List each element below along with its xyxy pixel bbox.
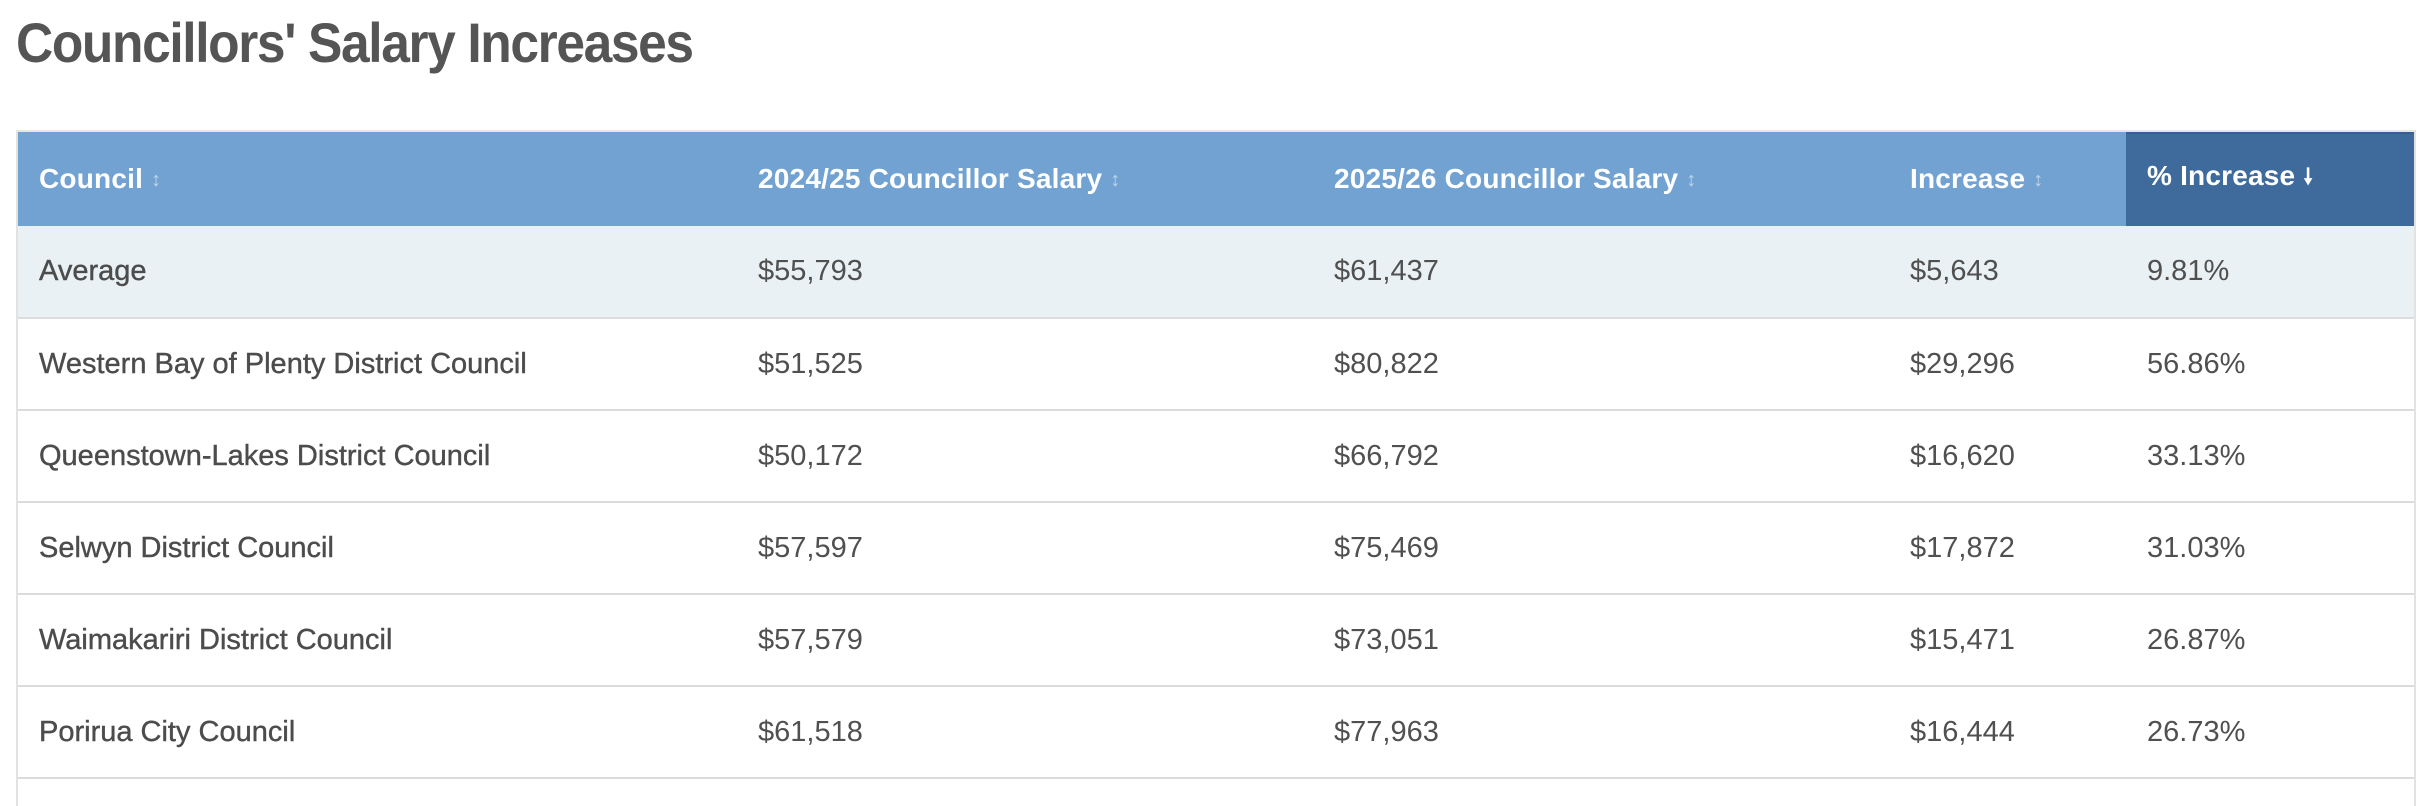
sort-both-icon: ↕	[1686, 169, 1697, 191]
table-header-row: Council ↕ 2024/25 Councillor Salary ↕ 2025…	[18, 132, 2414, 226]
increase-amount: $16,444	[1889, 686, 2126, 779]
table-row: Porirua City Council $61,518 $77,963 $16…	[18, 686, 2414, 779]
table-row: Queenstown-Lakes District Council $50,17…	[18, 410, 2414, 503]
salary-2024-25: $61,518	[737, 686, 1313, 779]
salary-table-container: Council ↕ 2024/25 Councillor Salary ↕ 2025…	[16, 130, 2416, 806]
pct-increase: 26.87%	[2126, 594, 2414, 687]
sort-both-icon: ↕	[1110, 169, 1121, 191]
increase-amount: $29,296	[1889, 318, 2126, 411]
table-row: Waimakariri District Council $57,579 $73…	[18, 594, 2414, 687]
table-row-partial	[18, 778, 2414, 806]
salary-2025-26: $61,437	[1313, 226, 1889, 319]
sort-both-icon: ↕	[2033, 169, 2044, 191]
salary-2025-26: $77,963	[1313, 686, 1889, 779]
salary-2024-25: $57,597	[737, 502, 1313, 595]
increase-amount: $16,620	[1889, 410, 2126, 503]
council-name: Queenstown-Lakes District Council	[18, 410, 737, 503]
empty-cell	[737, 778, 1313, 806]
sort-both-icon: ↕	[151, 169, 162, 191]
increase-amount: $15,471	[1889, 594, 2126, 687]
column-header-salary-2025-26[interactable]: 2025/26 Councillor Salary ↕	[1313, 132, 1889, 226]
column-header-label: % Increase	[2147, 160, 2296, 191]
salary-table: Council ↕ 2024/25 Councillor Salary ↕ 2025…	[18, 132, 2414, 806]
empty-cell	[1889, 778, 2126, 806]
table-row-average: Average $55,793 $61,437 $5,643 9.81%	[18, 226, 2414, 319]
council-name: Porirua City Council	[18, 686, 737, 779]
empty-cell	[2126, 778, 2414, 806]
pct-increase: 33.13%	[2126, 410, 2414, 503]
increase-amount: $17,872	[1889, 502, 2126, 595]
column-header-pct-increase[interactable]: % Increase 🠗	[2126, 132, 2414, 226]
table-row: Western Bay of Plenty District Council $…	[18, 318, 2414, 411]
column-header-label: Increase	[1910, 163, 2026, 194]
council-name: Waimakariri District Council	[18, 594, 737, 687]
empty-cell	[18, 778, 737, 806]
council-name: Western Bay of Plenty District Council	[18, 318, 737, 411]
column-header-label: 2025/26 Councillor Salary	[1334, 163, 1679, 194]
column-header-council[interactable]: Council ↕	[18, 132, 737, 226]
salary-2024-25: $57,579	[737, 594, 1313, 687]
increase-amount: $5,643	[1889, 226, 2126, 319]
salary-2025-26: $75,469	[1313, 502, 1889, 595]
column-header-salary-2024-25[interactable]: 2024/25 Councillor Salary ↕	[737, 132, 1313, 226]
table-row: Selwyn District Council $57,597 $75,469 …	[18, 502, 2414, 595]
council-name: Average	[18, 226, 737, 319]
empty-cell	[1313, 778, 1889, 806]
salary-2024-25: $55,793	[737, 226, 1313, 319]
pct-increase: 9.81%	[2126, 226, 2414, 319]
salary-2024-25: $51,525	[737, 318, 1313, 411]
sort-descending-arrow-icon: 🠗	[2303, 164, 2313, 189]
column-header-increase[interactable]: Increase ↕	[1889, 132, 2126, 226]
pct-increase: 26.73%	[2126, 686, 2414, 779]
column-header-label: 2024/25 Councillor Salary	[758, 163, 1103, 194]
column-header-label: Council	[39, 163, 144, 194]
salary-2025-26: $73,051	[1313, 594, 1889, 687]
pct-increase: 31.03%	[2126, 502, 2414, 595]
pct-increase: 56.86%	[2126, 318, 2414, 411]
page-title: Councillors' Salary Increases	[16, 11, 694, 74]
salary-2025-26: $80,822	[1313, 318, 1889, 411]
council-name: Selwyn District Council	[18, 502, 737, 595]
salary-2024-25: $50,172	[737, 410, 1313, 503]
salary-2025-26: $66,792	[1313, 410, 1889, 503]
